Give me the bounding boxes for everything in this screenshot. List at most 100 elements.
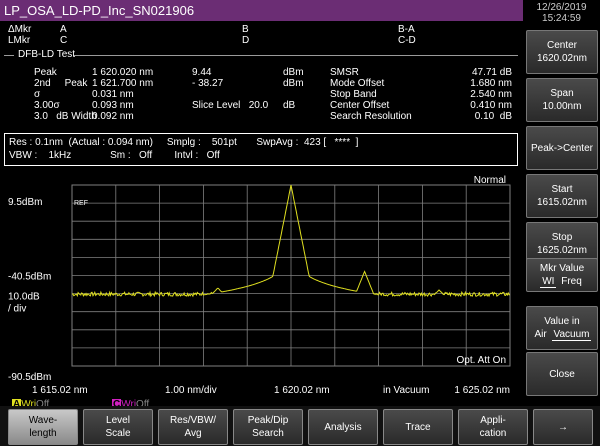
softkey-value-in[interactable]: Value in Air Vacuum xyxy=(526,306,598,350)
dfb-metric-value: 0.410 nm xyxy=(470,100,512,111)
function-key-res-vbw-avg[interactable]: Res/VBW/Avg xyxy=(158,409,228,445)
marker-b-a: B-A xyxy=(398,24,415,35)
function-key-levelscale[interactable]: Level Scale xyxy=(83,409,153,445)
function-key--[interactable]: → xyxy=(533,409,593,445)
softkey-value: 1625.02nm xyxy=(536,245,588,256)
y-axis-ref-label: -40.5dBm xyxy=(8,272,51,283)
l-marker-label: LMkr xyxy=(8,35,31,46)
function-key-line-2: Scale xyxy=(105,428,131,439)
trace-c-status: CWriOff xyxy=(112,399,149,410)
function-key-trace[interactable]: Trace xyxy=(383,409,453,445)
dfb-metric-value: 47.71 dB xyxy=(471,67,512,78)
softkey-close[interactable]: Close xyxy=(526,352,598,396)
softkey-label: Span xyxy=(550,88,574,99)
toggle-option-2: Freq xyxy=(561,276,582,287)
x-axis-medium-label: in Vacuum xyxy=(383,385,430,396)
softkey-span[interactable]: Span 10.00nm xyxy=(526,78,598,122)
x-axis-start-label: 1 615.02 nm xyxy=(32,385,88,396)
toggle-option-2: Vacuum xyxy=(551,329,592,341)
spectrum-trace-line xyxy=(71,184,511,298)
dfb-row-unit: dBm xyxy=(283,67,304,78)
x-axis-stop-label: 1 625.02 nm xyxy=(454,385,510,396)
softkey-peak-center[interactable]: Peak->Center xyxy=(526,126,598,170)
softkey-value: 1620.02nm xyxy=(536,53,588,64)
marker-a: A xyxy=(60,24,67,35)
trace-a-badge: A xyxy=(12,399,22,410)
dfb-row-label: 3.00σ xyxy=(34,100,60,111)
dfb-row-value: Slice Level 20.0 xyxy=(192,100,269,111)
softkey-label: Peak->Center xyxy=(531,142,593,154)
softkey-label: Close xyxy=(549,368,575,380)
function-key-analysis[interactable]: Analysis xyxy=(308,409,378,445)
main-panel: ΔMkr LMkr A C B D B-A C-D DFB-LD Test Pe… xyxy=(0,21,522,410)
window-title: LP_OSA_LD-PD_Inc_SN021906 xyxy=(0,0,523,21)
dfb-metric-label: Stop Band xyxy=(330,89,377,100)
dfb-row-label: σ xyxy=(34,89,41,100)
y-axis-bottom-label: -90.5dBm xyxy=(8,372,51,383)
trace-display: Normal 9.5dBm REF -40.5dBm 10.0dB / div -90.5d… xyxy=(0,171,522,406)
function-key-line-1: Appli- xyxy=(480,415,506,426)
function-key-line-1: Level xyxy=(106,415,130,426)
dfb-row-wavelength: 0.031 nm xyxy=(92,89,134,100)
ref-label: REF xyxy=(74,200,88,207)
softkey-value: 10.00nm xyxy=(542,101,582,112)
res-line-1: Res : 0.1nm (Actual : 0.094 nm) Smplg : … xyxy=(9,137,359,148)
dfb-row-wavelength: 0.093 nm xyxy=(92,100,134,111)
softkey-mkr-value[interactable]: Mkr Value WI Freq xyxy=(526,258,598,292)
dfb-metric-label: Center Offset xyxy=(330,100,390,111)
softkey-label: Center xyxy=(546,40,577,51)
toggle-option-1: WI xyxy=(540,276,557,288)
dfb-row-label: 2nd Peak xyxy=(34,78,88,89)
dfb-row-label: 3.0 dB Width xyxy=(34,111,97,122)
function-key-line-2: cation xyxy=(479,428,507,439)
dfb-metric-value: 2.540 nm xyxy=(470,89,512,100)
function-key-appli-cation[interactable]: Appli-cation xyxy=(458,409,528,445)
dfb-row-value: 9.44 xyxy=(192,67,212,78)
function-key-line-1: Wave- xyxy=(28,415,58,426)
softkey-toggle: WI Freq xyxy=(540,275,584,288)
dfb-metric-value: 1.680 nm xyxy=(470,78,512,89)
softkey-start[interactable]: Start 1615.02nm xyxy=(526,174,598,218)
function-key-peak-dipsearch[interactable]: Peak/Dip Search xyxy=(233,409,303,445)
marker-c: C xyxy=(60,35,68,46)
function-key-line-2: Search xyxy=(252,428,284,439)
dfb-divider-left xyxy=(4,55,14,56)
dfb-row-wavelength: 1 620.020 nm xyxy=(92,67,154,78)
softkey-label: Stop xyxy=(551,232,573,243)
dfb-metric-value: 0.10 dB xyxy=(474,111,512,122)
dfb-metric-label: SMSR xyxy=(330,67,359,78)
function-key-line-1: Trace xyxy=(405,421,431,433)
x-axis-center-label: 1 620.02 nm xyxy=(274,385,330,396)
softkey-center[interactable]: Center 1620.02nm xyxy=(526,30,598,74)
trace-a-off: Off xyxy=(36,399,50,410)
dfb-row-value: - 38.27 xyxy=(192,78,224,89)
dfb-row-unit: dB xyxy=(283,100,296,111)
opt-att-label: Opt. Att On xyxy=(457,355,506,366)
date-text: 12/26/2019 xyxy=(536,2,587,13)
toggle-option-1: Air xyxy=(534,329,547,340)
marker-c-d: C-D xyxy=(398,35,416,46)
function-key-line-1: → xyxy=(558,421,568,433)
trace-c-badge: C xyxy=(112,399,122,410)
function-key-line-2: length xyxy=(29,428,57,439)
trace-a-status: AWriOff xyxy=(12,399,49,410)
x-axis-div-label: 1.00 nm/div xyxy=(165,385,217,396)
softkey-label: Start xyxy=(551,184,573,195)
dfb-row-wavelength: 0.092 nm xyxy=(92,111,134,122)
function-key-line-1: Analysis xyxy=(324,421,362,433)
dfb-divider-right xyxy=(74,55,518,56)
function-key-bar: Wave-length Level Scale Res/VBW/Avg Peak/Dip… xyxy=(0,406,600,446)
y-axis-top-label: 9.5dBm xyxy=(8,197,42,208)
dfb-row-unit: dBm xyxy=(283,78,304,89)
function-key-wave-length[interactable]: Wave-length xyxy=(8,409,78,445)
soft-key-panel: Center 1620.02nm Span 10.00nm Peak->Center St… xyxy=(523,26,600,406)
function-key-line-2: Avg xyxy=(184,428,202,439)
dfb-title: DFB-LD Test xyxy=(18,49,76,60)
softkey-label: Value in xyxy=(544,316,580,327)
function-key-line-1: Peak/Dip xyxy=(247,415,289,426)
trace-c-off: Off xyxy=(136,399,150,410)
softkey-toggle: Air Vacuum xyxy=(533,328,592,341)
y-axis-scale-label: 10.0dB / div xyxy=(8,292,40,315)
marker-b: B xyxy=(242,24,249,35)
dfb-metric-label: Mode Offset xyxy=(330,78,385,89)
